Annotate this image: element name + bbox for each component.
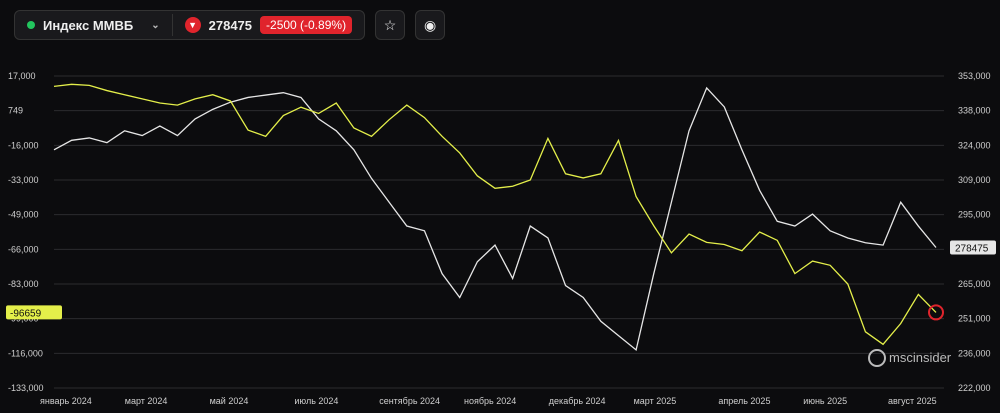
favorite-button[interactable]: ☆ (375, 10, 406, 40)
divider (171, 14, 173, 36)
left-value-tag (6, 305, 62, 320)
left-tick-label: -133,000 (8, 383, 44, 393)
price-value: 278475 (208, 17, 253, 33)
x-axis: январь 2024 март 2024 май 2024 июль 2024 сен… (40, 396, 937, 406)
right-value-text: 278475 (955, 243, 989, 254)
right-tick-label: 295,000 (958, 210, 991, 220)
right-tick-label: 222,000 (958, 383, 991, 393)
series-line-left (53, 83, 937, 346)
change-badge: -2500 (-0.89%) (260, 16, 353, 34)
grid-lines (54, 75, 944, 389)
left-value-text: -96659 (10, 308, 42, 319)
right-tick-label: 324,000 (958, 140, 991, 150)
right-tick-label: 309,000 (958, 175, 991, 185)
value-tags: 278475 -96659 (6, 240, 996, 321)
visibility-button[interactable]: ◉ (415, 10, 446, 40)
right-tick-label: 265,000 (958, 279, 991, 289)
x-tick-label: декабрь 2024 (549, 396, 606, 406)
watermark-text: mscinsider (889, 350, 952, 365)
index-selector[interactable]: Индекс ММВБ ⌄ ▼ 278475 -2500 (-0.89%) (14, 10, 366, 40)
left-tick-label: 17,000 (8, 71, 36, 81)
left-tick-label: -49,000 (8, 210, 39, 220)
right-tick-label: 251,000 (958, 314, 991, 324)
left-tick-label: -16,000 (8, 140, 39, 150)
chevron-down-icon: ⌄ (151, 19, 160, 31)
x-tick-label: июль 2024 (294, 396, 338, 406)
x-tick-label: март 2024 (125, 396, 168, 406)
right-axis: 353,000338,000324,000309,000295,000280,0… (958, 71, 991, 393)
left-axis: 17,000 749 -16,000 -33,000 -49,000 -66,000 -83… (8, 71, 44, 393)
right-tick-label: 236,000 (958, 348, 991, 358)
status-dot (27, 21, 35, 29)
right-tick-label: 338,000 (958, 106, 991, 116)
right-tick-label: 353,000 (958, 71, 991, 81)
series-line-right (53, 86, 937, 352)
x-tick-label: июнь 2025 (803, 396, 847, 406)
left-tick-label: -83,000 (8, 279, 39, 289)
last-point-marker (928, 304, 944, 321)
left-tick-label: -66,000 (8, 244, 39, 254)
x-tick-label: сентябрь 2024 (379, 396, 440, 406)
eye-icon: ◉ (423, 16, 437, 33)
down-arrow-icon: ▼ (184, 17, 201, 33)
x-tick-label: ноябрь 2024 (464, 396, 516, 406)
chart-toolbar: Индекс ММВБ ⌄ ▼ 278475 -2500 (-0.89%) ☆ … (14, 10, 446, 40)
left-tick-label: -33,000 (8, 175, 39, 185)
series-lines (53, 83, 937, 352)
x-tick-label: август 2025 (888, 396, 937, 406)
right-value-tag (950, 240, 996, 255)
left-tick-label: -116,000 (8, 348, 43, 358)
x-tick-label: январь 2024 (40, 396, 92, 406)
x-tick-label: апрель 2025 (718, 396, 770, 406)
left-tick-label: 749 (8, 106, 23, 116)
x-tick-label: март 2025 (634, 396, 677, 406)
x-tick-label: май 2024 (210, 396, 249, 406)
star-icon: ☆ (383, 16, 397, 33)
index-name: Индекс ММВБ (43, 17, 134, 33)
watermark-logo: mscinsider (868, 349, 952, 367)
